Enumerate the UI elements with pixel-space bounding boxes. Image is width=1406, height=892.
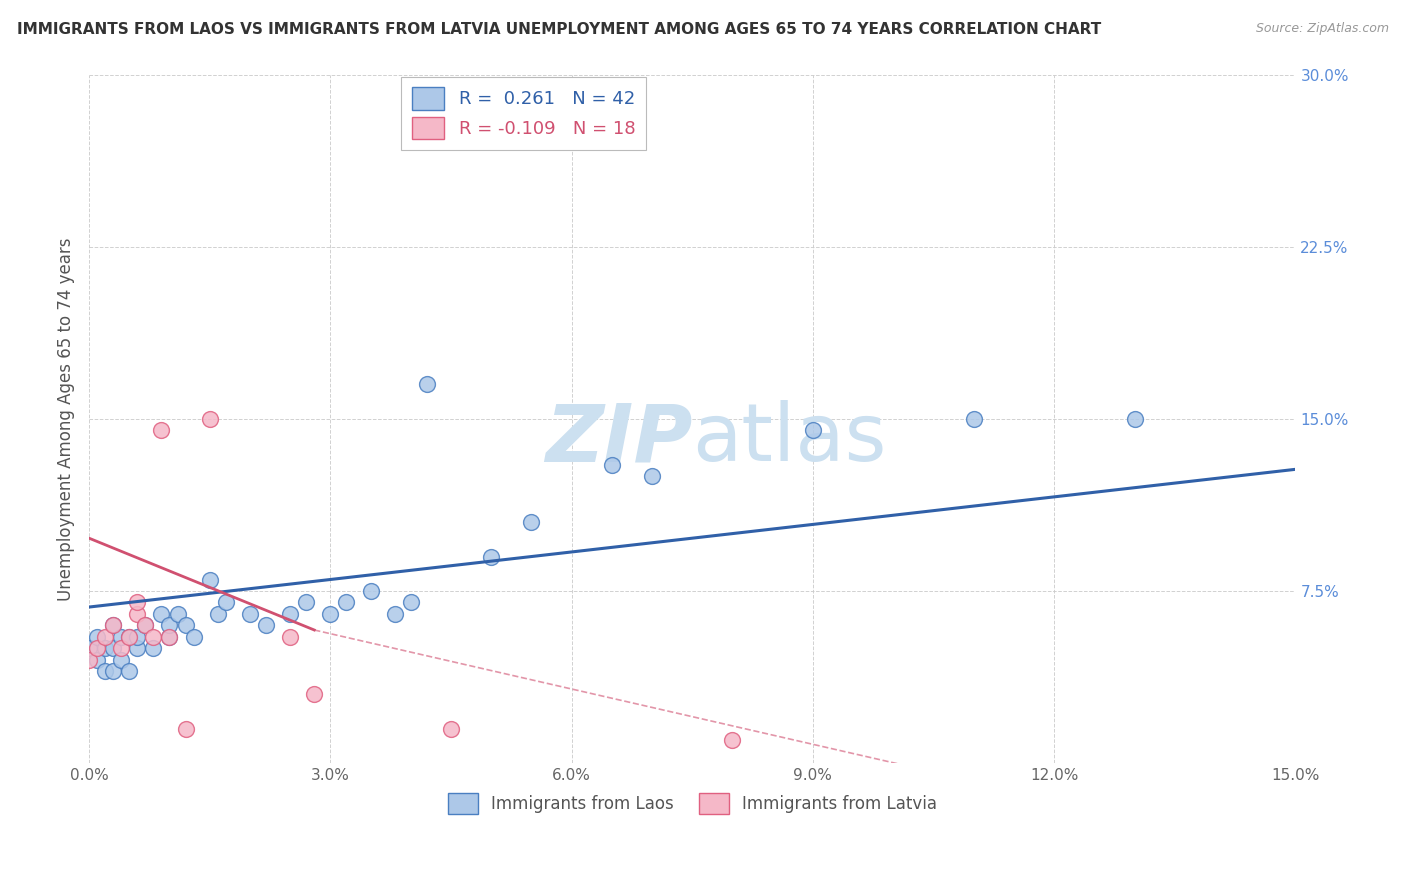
Point bbox=[86, 653, 108, 667]
Point bbox=[183, 630, 205, 644]
Point bbox=[110, 630, 132, 644]
Point bbox=[118, 630, 141, 644]
Point bbox=[304, 687, 326, 701]
Point bbox=[86, 630, 108, 644]
Point bbox=[721, 733, 744, 747]
Point bbox=[127, 595, 149, 609]
Text: Source: ZipAtlas.com: Source: ZipAtlas.com bbox=[1256, 22, 1389, 36]
Point bbox=[77, 641, 100, 656]
Point bbox=[335, 595, 357, 609]
Point bbox=[416, 377, 439, 392]
Point bbox=[86, 641, 108, 656]
Point bbox=[118, 665, 141, 679]
Point bbox=[142, 630, 165, 644]
Point bbox=[94, 641, 117, 656]
Point bbox=[77, 653, 100, 667]
Point bbox=[641, 469, 664, 483]
Point bbox=[384, 607, 406, 621]
Point bbox=[1123, 412, 1146, 426]
Point bbox=[150, 423, 173, 437]
Point bbox=[198, 412, 221, 426]
Point bbox=[207, 607, 229, 621]
Point bbox=[215, 595, 238, 609]
Point bbox=[254, 618, 277, 632]
Point bbox=[110, 641, 132, 656]
Point bbox=[127, 607, 149, 621]
Point bbox=[479, 549, 502, 564]
Point bbox=[118, 630, 141, 644]
Point bbox=[440, 722, 463, 736]
Point bbox=[134, 618, 156, 632]
Point bbox=[399, 595, 422, 609]
Point bbox=[103, 641, 125, 656]
Point bbox=[103, 618, 125, 632]
Point bbox=[127, 630, 149, 644]
Point bbox=[278, 607, 301, 621]
Point bbox=[142, 641, 165, 656]
Point bbox=[127, 641, 149, 656]
Point bbox=[278, 630, 301, 644]
Point bbox=[520, 515, 543, 529]
Point bbox=[360, 584, 382, 599]
Legend: Immigrants from Laos, Immigrants from Latvia: Immigrants from Laos, Immigrants from La… bbox=[437, 783, 948, 823]
Point bbox=[103, 665, 125, 679]
Point bbox=[159, 630, 181, 644]
Point bbox=[94, 665, 117, 679]
Point bbox=[150, 607, 173, 621]
Point bbox=[110, 653, 132, 667]
Point bbox=[94, 630, 117, 644]
Point bbox=[600, 458, 623, 472]
Text: IMMIGRANTS FROM LAOS VS IMMIGRANTS FROM LATVIA UNEMPLOYMENT AMONG AGES 65 TO 74 : IMMIGRANTS FROM LAOS VS IMMIGRANTS FROM … bbox=[17, 22, 1101, 37]
Point bbox=[963, 412, 986, 426]
Point bbox=[174, 722, 197, 736]
Text: ZIP: ZIP bbox=[546, 401, 692, 478]
Point bbox=[801, 423, 824, 437]
Point bbox=[166, 607, 188, 621]
Point bbox=[295, 595, 318, 609]
Point bbox=[239, 607, 262, 621]
Point bbox=[159, 630, 181, 644]
Point bbox=[319, 607, 342, 621]
Point bbox=[198, 573, 221, 587]
Point bbox=[134, 618, 156, 632]
Point bbox=[174, 618, 197, 632]
Point bbox=[103, 618, 125, 632]
Text: atlas: atlas bbox=[692, 401, 887, 478]
Y-axis label: Unemployment Among Ages 65 to 74 years: Unemployment Among Ages 65 to 74 years bbox=[58, 237, 75, 600]
Point bbox=[159, 618, 181, 632]
